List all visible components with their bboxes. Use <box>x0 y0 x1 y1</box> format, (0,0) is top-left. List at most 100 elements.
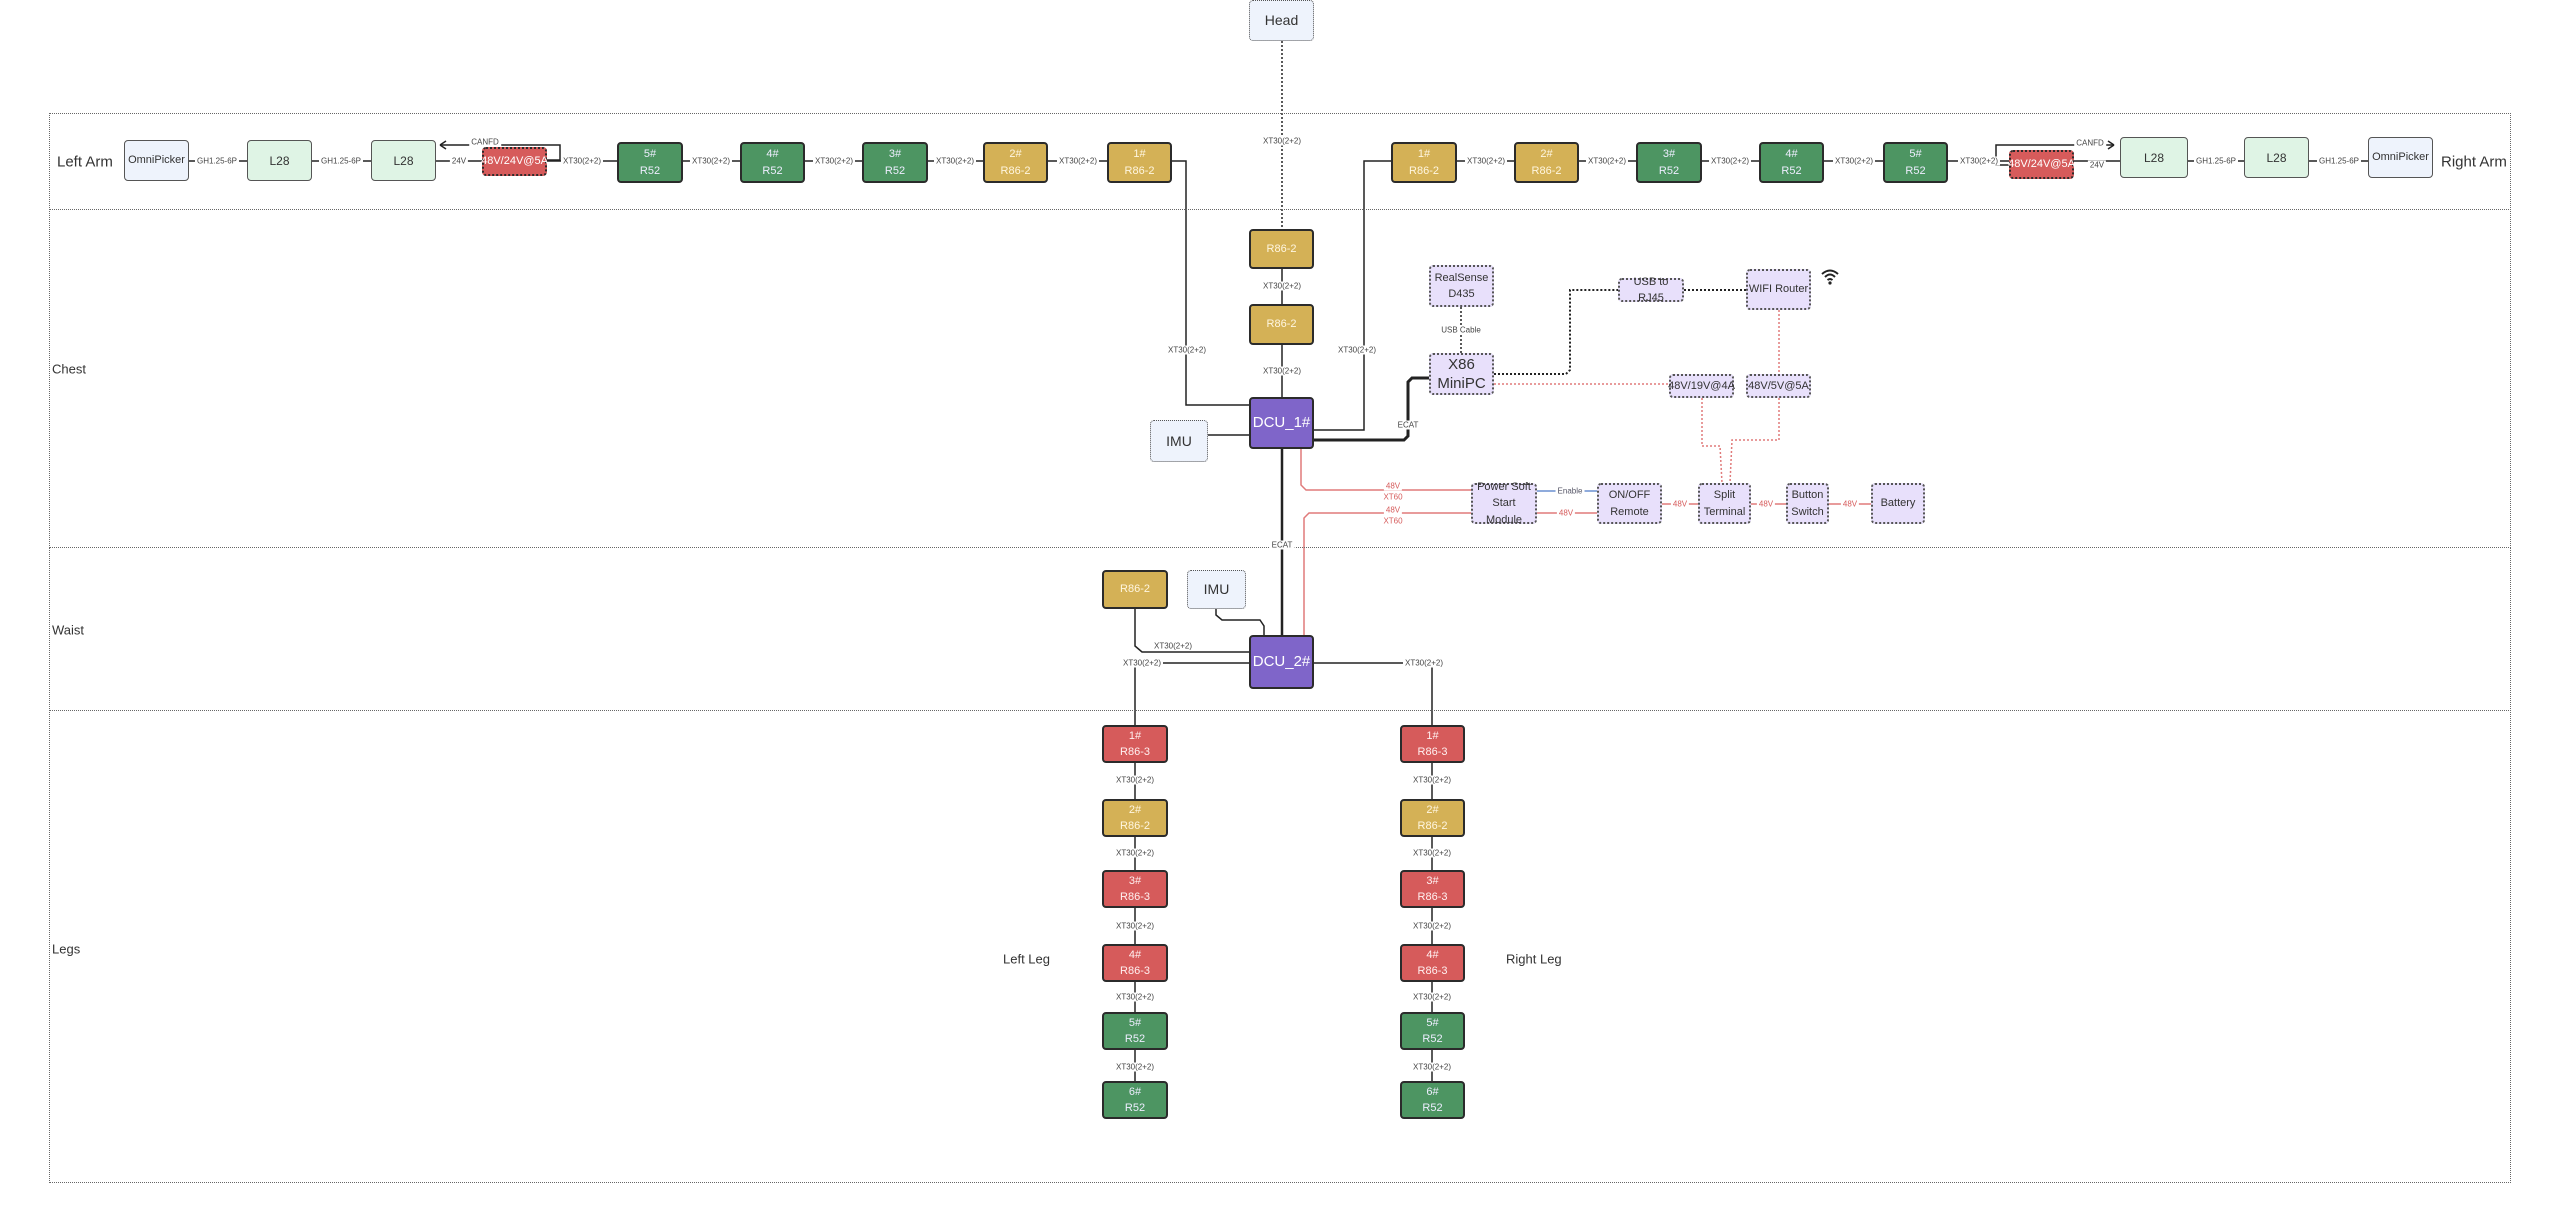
connector-label: GH1.25-6P <box>318 156 364 166</box>
left-arm-label: Left Arm <box>57 153 113 171</box>
wire <box>439 140 447 146</box>
node-text: R86-2 <box>1417 820 1448 832</box>
node-ra-omni: OmniPicker <box>2368 137 2433 178</box>
node-text: R86-2 <box>1000 164 1031 177</box>
node-x86: X86 MiniPC <box>1429 353 1494 395</box>
connector-label: 48V <box>1383 481 1403 491</box>
node-head: Head <box>1249 0 1314 41</box>
connector-label: XT30(2+2) <box>1402 658 1446 668</box>
wire <box>1134 609 1249 653</box>
node-text: 5# <box>643 148 657 160</box>
node-text: WIFI Router <box>1748 283 1809 296</box>
node-text: ON/OFF <box>1608 489 1651 501</box>
connector-label: XT30(2+2) <box>933 156 977 166</box>
node-rl-4: 4# R86-3 <box>1400 944 1465 982</box>
node-text: R52 <box>1124 1033 1146 1045</box>
connector-label: XT30(2+2) <box>1151 641 1195 651</box>
node-text: DCU_1# <box>1252 413 1311 431</box>
node-text: X86 <box>1448 355 1475 373</box>
connector-label: XT30(2+2) <box>1410 848 1454 858</box>
node-ra-2: 2# R86-2 <box>1514 142 1579 183</box>
node-text: 3# <box>888 148 902 160</box>
node-la-omni: OmniPicker <box>124 140 189 181</box>
node-text: USB to RJ45 <box>1633 275 1669 305</box>
node-text: R52 <box>762 164 783 177</box>
node-text: Switch <box>1791 505 1824 518</box>
node-ra-5: 5# R52 <box>1883 142 1948 183</box>
node-ll-2: 2# R86-2 <box>1102 799 1168 837</box>
waist-label: Waist <box>52 622 85 638</box>
node-text: R86-2 <box>1124 164 1155 177</box>
node-ll-6: 6# R52 <box>1102 1081 1168 1119</box>
right-leg-label: Right Leg <box>1506 951 1562 967</box>
node-text: OmniPicker <box>128 154 185 167</box>
connector-label: XT30(2+2) <box>1410 1062 1454 1072</box>
connector-label: 24V <box>449 156 469 166</box>
connector-label: XT30(2+2) <box>1165 345 1209 355</box>
node-rl-6: 6# R52 <box>1400 1081 1465 1119</box>
node-text: R52 <box>1422 1033 1443 1045</box>
node-la-l28b: L28 <box>371 140 436 181</box>
connector-label: XT30(2+2) <box>689 156 733 166</box>
wifi-icon <box>1820 268 1840 291</box>
node-text: 2# <box>1540 148 1553 160</box>
node-text: R86-3 <box>1417 965 1448 977</box>
node-text: R52 <box>884 164 906 177</box>
node-text: 4# <box>1426 948 1439 961</box>
node-text: 4# <box>1785 148 1798 160</box>
node-la-3: 3# R52 <box>862 142 928 183</box>
node-text: R52 <box>1658 164 1680 177</box>
node-ll-3: 3# R86-3 <box>1102 870 1168 908</box>
wire <box>2107 140 2115 146</box>
node-usb-rj45: USB to RJ45 <box>1618 276 1684 304</box>
node-text: Power Soft <box>1477 480 1531 493</box>
node-neck-2: R86-2 <box>1249 304 1314 345</box>
node-text: MiniPC <box>1437 375 1486 392</box>
connector-label: 48V <box>1756 499 1776 509</box>
node-ll-4: 4# R86-3 <box>1102 944 1168 982</box>
node-text: 2# <box>1009 148 1022 160</box>
connector-label: XT30(2+2) <box>1832 156 1876 166</box>
connector-label: XT60 <box>1381 516 1405 526</box>
node-realsense: RealSense D435 <box>1429 265 1494 307</box>
node-rl-1: 1# R86-3 <box>1400 725 1465 763</box>
node-neck-1: R86-2 <box>1249 229 1314 269</box>
node-text: R52 <box>1124 1102 1146 1114</box>
node-text: 3# <box>1426 874 1439 887</box>
node-rl-2: 2# R86-2 <box>1400 799 1465 837</box>
wire <box>2107 144 2115 150</box>
node-text: R86-2 <box>1266 318 1297 331</box>
node-imu2: IMU <box>1187 570 1246 609</box>
node-text: R86-2 <box>1120 820 1150 832</box>
node-text: 48V/5V@5A <box>1748 379 1809 392</box>
node-text: D435 <box>1448 288 1475 300</box>
connector-label: Enable <box>1555 486 1585 496</box>
connector-label: XT30(2+2) <box>1957 156 2001 166</box>
node-ra-1: 1# R86-2 <box>1391 142 1457 183</box>
node-text: R86-2 <box>1266 242 1297 255</box>
node-ra-pwr: 48V/24V@5A <box>2008 150 2075 179</box>
node-text: Terminal <box>1703 505 1746 518</box>
node-text: R86-3 <box>1417 891 1448 903</box>
node-text: Battery <box>1880 497 1916 510</box>
connector-label: GH1.25-6P <box>2193 156 2239 166</box>
wire <box>1314 376 1429 442</box>
wire <box>1729 398 1780 484</box>
node-text: Head <box>1264 12 1299 28</box>
node-text: 6# <box>1128 1085 1142 1098</box>
node-text: L28 <box>269 153 290 168</box>
connector-label: USB Cable <box>1439 325 1483 335</box>
section-legs <box>49 710 2511 1183</box>
node-text: 1# <box>1133 148 1146 160</box>
node-text: OmniPicker <box>2372 151 2429 164</box>
node-text: 3# <box>1662 148 1676 160</box>
node-dc-5v: 48V/5V@5A <box>1746 374 1811 398</box>
node-la-1: 1# R86-2 <box>1107 142 1172 183</box>
node-ll-1: 1# R86-3 <box>1102 725 1168 763</box>
node-ra-3: 3# R52 <box>1636 142 1702 183</box>
node-ra-4: 4# R52 <box>1759 142 1824 183</box>
wire <box>1494 289 1618 375</box>
node-text: 4# <box>1128 948 1142 961</box>
connector-label: XT30(2+2) <box>1113 1062 1157 1072</box>
connector-label: GH1.25-6P <box>2316 156 2362 166</box>
